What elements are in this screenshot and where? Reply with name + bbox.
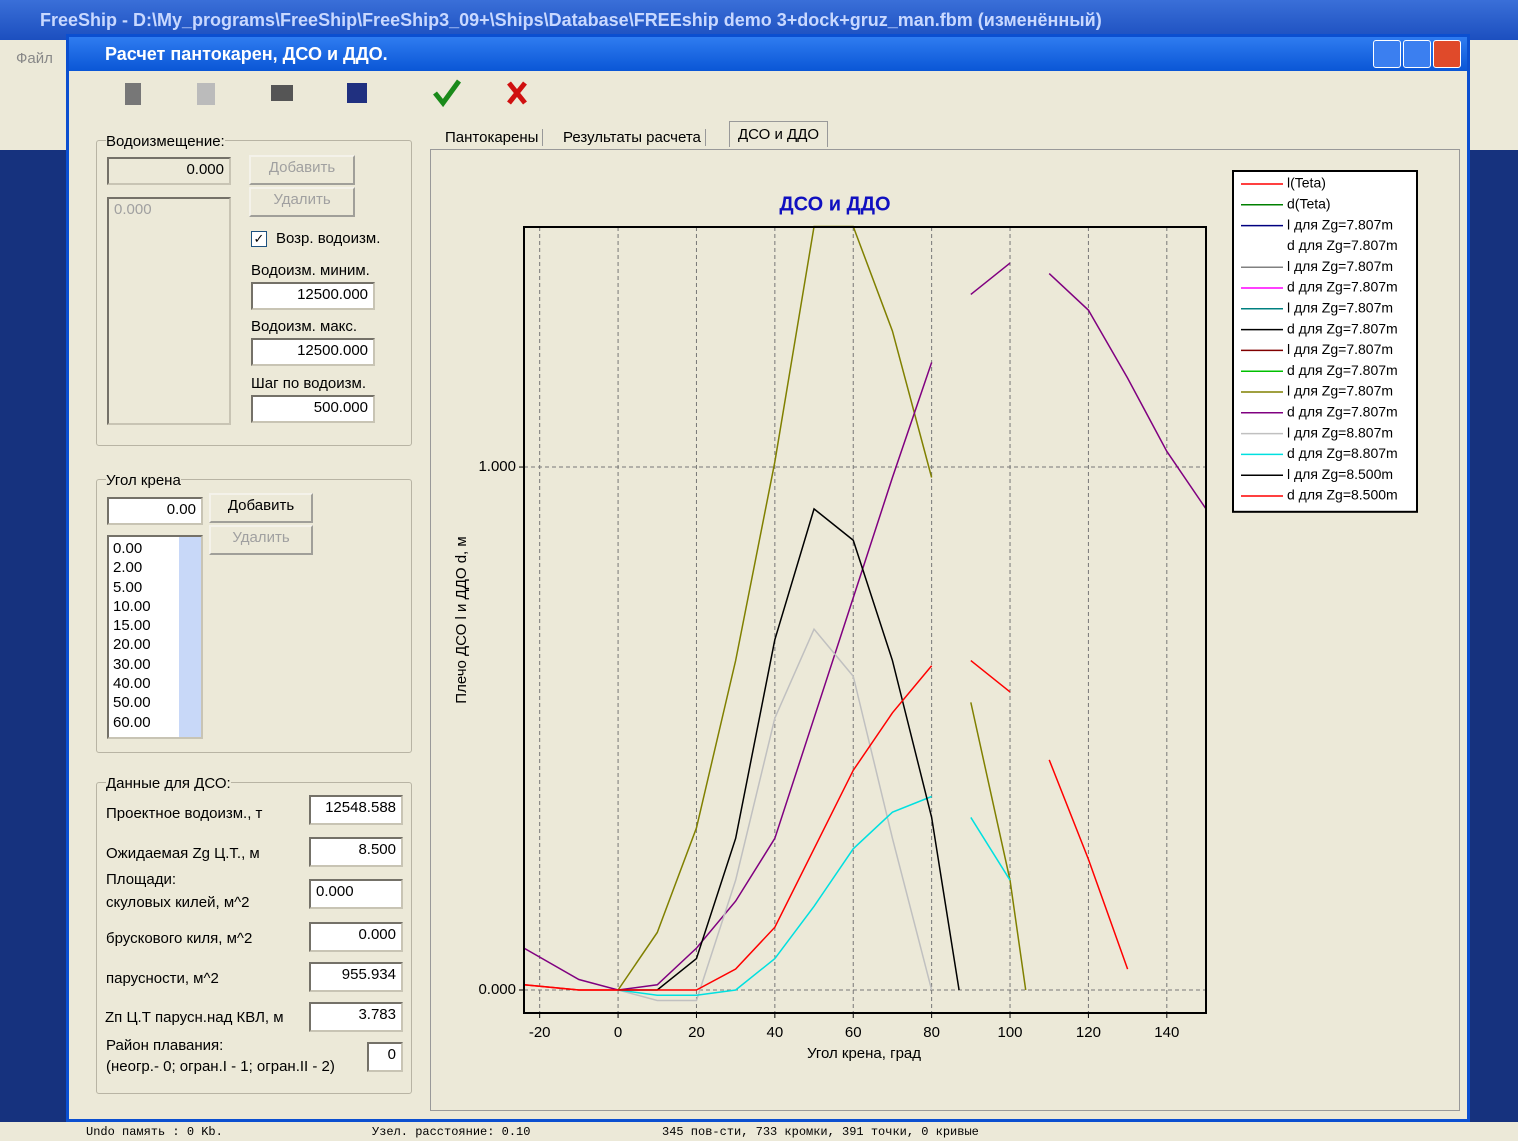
y-tick-label: 0.000 — [478, 981, 516, 998]
ok-icon[interactable] — [435, 81, 459, 103]
x-tick-label: 120 — [1076, 1024, 1101, 1041]
x-tick-label: 80 — [923, 1024, 940, 1041]
legend-label: l для Zg=8.500m — [1287, 466, 1393, 482]
legend-label: l для Zg=7.807m — [1287, 300, 1393, 316]
cancel-icon[interactable] — [509, 83, 525, 103]
group-label: Угол крена — [106, 472, 181, 489]
label: Шаг по водоизм. — [251, 375, 366, 392]
list[interactable]: 0.000 — [107, 197, 231, 425]
calc-icon[interactable] — [125, 83, 141, 105]
label: брускового киля, м^2 — [106, 930, 252, 947]
checkbox-label: Возр. водоизм. — [276, 230, 380, 247]
label: Водоизм. миним. — [251, 262, 370, 279]
chart: ДСО и ДДО Угол крена, град Плечо ДСО l и… — [430, 150, 1455, 1105]
menu-item[interactable]: Файл — [16, 50, 53, 67]
tab[interactable]: Результаты расчета — [559, 129, 706, 146]
label: Водоизм. макс. — [251, 318, 357, 335]
y-axis-label: Плечо ДСО l и ДДО d, м — [453, 536, 470, 703]
input[interactable]: 955.934 — [309, 962, 403, 992]
input[interactable]: 500.000 — [251, 395, 375, 423]
input[interactable]: 0.00 — [107, 497, 203, 525]
input[interactable]: 0.000 — [309, 922, 403, 952]
input[interactable]: 12548.588 — [309, 795, 403, 825]
button[interactable]: Добавить — [249, 155, 355, 185]
status-text: 345 пов-сти, 733 кромки, 391 точки, 0 кр… — [662, 1125, 979, 1139]
input[interactable]: 8.500 — [309, 837, 403, 867]
input[interactable]: 12500.000 — [251, 338, 375, 366]
legend-label: d для Zg=7.807m — [1287, 320, 1398, 336]
y-tick-label: 1.000 — [478, 458, 516, 475]
legend-label: d для Zg=7.807m — [1287, 279, 1398, 295]
legend-label: l для Zg=8.807m — [1287, 424, 1393, 440]
legend-label: l для Zg=7.807m — [1287, 341, 1393, 357]
legend-label: d для Zg=8.500m — [1287, 487, 1398, 503]
app-title: FreeShip - D:\My_programs\FreeShip\FreeS… — [40, 10, 1102, 31]
legend-label: d для Zg=7.807m — [1287, 404, 1398, 420]
legend-label: l для Zg=7.807m — [1287, 383, 1393, 399]
legend-label: l для Zg=7.807m — [1287, 258, 1393, 274]
input[interactable]: 12500.000 — [251, 282, 375, 310]
legend-label: d(Teta) — [1287, 196, 1331, 212]
button[interactable]: Удалить — [209, 525, 313, 555]
dialog-titlebar: Расчет пантокарен, ДСО и ДДО. — [69, 37, 1467, 71]
legend-label: d для Zg=7.807m — [1287, 362, 1398, 378]
legend-label: l(Teta) — [1287, 175, 1326, 191]
x-tick-label: 20 — [688, 1024, 705, 1041]
chart-title: ДСО и ДДО — [779, 193, 890, 215]
group-label: Водоизмещение: — [106, 133, 225, 150]
scrollbar[interactable] — [179, 537, 201, 737]
list-item[interactable]: 0.000 — [114, 201, 224, 218]
x-tick-label: 100 — [998, 1024, 1023, 1041]
list[interactable]: 0.00 2.00 5.00 10.00 15.00 20.00 30.00 4… — [107, 535, 203, 739]
x-tick-label: -20 — [529, 1024, 551, 1041]
screen: FreeShip - D:\My_programs\FreeShip\FreeS… — [0, 0, 1518, 1141]
close-button[interactable] — [1433, 40, 1461, 68]
copy-icon[interactable] — [197, 83, 215, 105]
button[interactable]: Добавить — [209, 493, 313, 523]
plot-area — [524, 227, 1206, 1013]
input[interactable]: 3.783 — [309, 1002, 403, 1032]
label: Ожидаемая Zg Ц.Т., м — [106, 845, 260, 862]
input[interactable]: 0 — [367, 1042, 403, 1072]
tab[interactable]: Пантокарены — [441, 129, 543, 146]
x-tick-label: 40 — [767, 1024, 784, 1041]
minimize-button[interactable] — [1373, 40, 1401, 68]
save-icon[interactable] — [347, 83, 367, 103]
x-tick-label: 0 — [614, 1024, 622, 1041]
dialog-title: Расчет пантокарен, ДСО и ДДО. — [105, 44, 388, 65]
label: (неогр.- 0; огран.I - 1; огран.II - 2) — [106, 1058, 335, 1075]
label: Район плавания: — [106, 1037, 223, 1054]
x-axis-label: Угол крена, град — [807, 1045, 921, 1062]
toolbar — [79, 75, 579, 115]
status-bar: Undo память : 0 Kb. Узел. расстояние: 0.… — [0, 1122, 1518, 1141]
group-label: Данные для ДСО: — [106, 775, 231, 792]
print-icon[interactable] — [271, 85, 293, 101]
label: Проектное водоизм., т — [106, 805, 262, 822]
label: Zп Ц.Т парусн.над КВЛ, м — [105, 1009, 284, 1026]
input[interactable]: 0.000 — [107, 157, 231, 185]
button[interactable]: Удалить — [249, 187, 355, 217]
tab-active[interactable]: ДСО и ДДО — [729, 121, 828, 147]
status-text: Узел. расстояние: 0.10 — [372, 1125, 530, 1139]
input[interactable]: 0.000 — [309, 879, 403, 909]
status-text: Undo память : 0 Kb. — [86, 1125, 223, 1139]
legend-label: d для Zg=7.807m — [1287, 237, 1398, 253]
legend-label: l для Zg=7.807m — [1287, 216, 1393, 232]
x-tick-label: 60 — [845, 1024, 862, 1041]
x-tick-label: 140 — [1154, 1024, 1179, 1041]
checkbox[interactable]: ✓ — [251, 231, 267, 247]
maximize-button[interactable] — [1403, 40, 1431, 68]
label: парусности, м^2 — [106, 970, 219, 987]
label: Площади: — [106, 871, 176, 888]
legend-label: d для Zg=8.807m — [1287, 445, 1398, 461]
label: скуловых килей, м^2 — [106, 894, 250, 911]
